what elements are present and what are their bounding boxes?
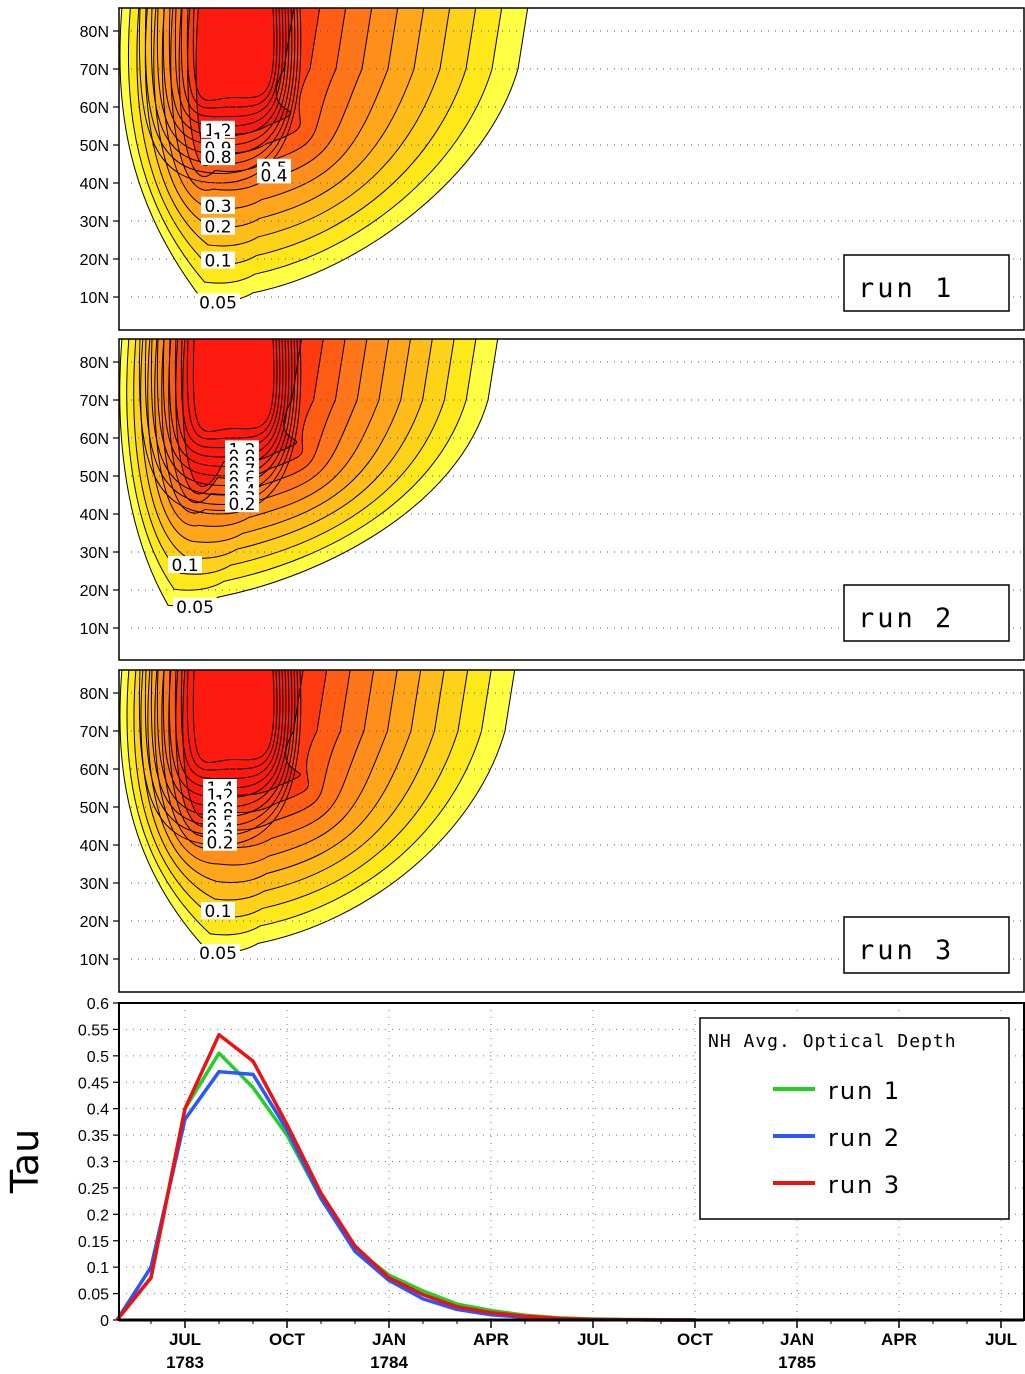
y-tick-label: 0.1 [87,1260,109,1277]
run-label-box [843,254,1010,312]
contour-panel-2: 1.20.90.80.70.60.50.40.30.20.10.0510N20N… [80,338,1025,661]
contour-line [192,8,275,101]
y-tick-label: 0.35 [78,1128,109,1145]
x-tick-label: JUL [985,1330,1017,1349]
lat-tick-label: 60N [80,431,109,448]
lat-tick-label: 80N [80,24,109,41]
lat-tick-label: 70N [80,62,109,79]
contour-label: 0.05 [199,293,237,313]
contour-line [144,8,299,175]
x-year-label: 1783 [166,1353,204,1372]
contour-line [186,670,278,771]
contour-label: 0.2 [228,495,255,515]
contour-line [192,339,275,432]
x-tick-label: APR [881,1330,917,1349]
x-tick-label: OCT [269,1330,306,1349]
contour-line [144,339,299,506]
lat-tick-label: 40N [80,176,109,193]
contour-label: 0.1 [204,252,231,272]
contour-label: 0.1 [204,902,231,922]
y-tick-label: 0.05 [78,1287,109,1304]
x-year-label: 1785 [778,1353,816,1372]
contour-label: 0.05 [176,598,214,618]
legend-entry: run 3 [828,1171,901,1199]
lat-tick-label: 70N [80,393,109,410]
contour-line [186,8,278,109]
contour-line [138,339,302,515]
lat-tick-label: 40N [80,507,109,524]
lat-tick-label: 40N [80,838,109,855]
tau-line-chart: 0 0.05 0.1 0.15 0.2 0.25 0.3 0.35 0.4 0.45 0.5 0.55… [3,996,1025,1372]
lat-tick-label: 50N [80,800,109,817]
contour-line [150,339,296,496]
contour-line [186,339,278,440]
contour-label: 0.2 [204,218,231,238]
lat-tick-label: 20N [80,252,109,269]
contour-label: 0.2 [206,834,233,854]
lat-tick-label: 20N [80,583,109,600]
lat-tick-label: 60N [80,100,109,117]
y-tick-label: 0.45 [78,1075,109,1092]
lat-tick-label: 30N [80,545,109,562]
lat-tick-label: 30N [80,876,109,893]
contour-line [180,8,281,118]
y-axis-label: Tau [3,1129,47,1194]
lat-tick-label: 80N [80,355,109,372]
y-tick-label: 0.3 [87,1155,109,1172]
run-label: run 2 [858,603,954,634]
lat-tick-label: 30N [80,214,109,231]
x-tick-label: APR [473,1330,509,1349]
contour-label: 0.1 [171,556,198,576]
contour-line [138,8,302,184]
x-tick-label: JAN [372,1330,406,1349]
contour-label: 0.8 [204,148,231,168]
y-tick-label: 0.5 [87,1049,109,1066]
y-tick-label: 0.6 [87,996,109,1013]
x-tick-label: JAN [780,1330,814,1349]
legend: NH Avg. Optical Depth run 1 run 2 run 3 [699,1017,1010,1220]
contour-line [156,339,293,487]
run-label-box [843,584,1010,642]
contour-panel-3: 1.41.210.90.80.50.40.30.20.10.0510N20N30… [80,669,1025,993]
run-label: run 3 [858,935,954,966]
lat-tick-label: 10N [80,621,109,638]
lat-tick-label: 50N [80,138,109,155]
x-year-label: 1784 [370,1353,408,1372]
contour-line [180,670,281,780]
legend-entry: run 2 [828,1124,901,1152]
lat-tick-label: 50N [80,469,109,486]
contour-label: 0.4 [260,166,287,186]
contour-line [192,670,275,763]
contour-panel-1: 1.210.90.80.50.40.30.20.10.0510N20N30N40… [80,7,1025,331]
x-tick-label: JUL [169,1330,201,1349]
lat-tick-label: 70N [80,724,109,741]
lat-tick-label: 20N [80,914,109,931]
lat-tick-label: 60N [80,762,109,779]
y-tick-label: 0.4 [87,1102,109,1119]
run-label-box [843,916,1010,974]
lat-tick-label: 10N [80,952,109,969]
contour-label: 0.05 [199,944,237,964]
y-tick-label: 0.2 [87,1207,109,1224]
run-label: run 1 [858,273,954,304]
lat-tick-label: 80N [80,686,109,703]
x-tick-label: JUL [577,1330,609,1349]
x-tick-label: OCT [677,1330,714,1349]
legend-title: NH Avg. Optical Depth [708,1031,957,1052]
y-tick-label: 0 [100,1313,109,1330]
y-tick-label: 0.15 [78,1234,109,1251]
y-tick-label: 0.55 [78,1022,109,1039]
legend-entry: run 1 [828,1077,901,1105]
lat-tick-label: 10N [80,290,109,307]
y-tick-label: 0.25 [78,1181,109,1198]
contour-label: 0.3 [204,197,231,217]
